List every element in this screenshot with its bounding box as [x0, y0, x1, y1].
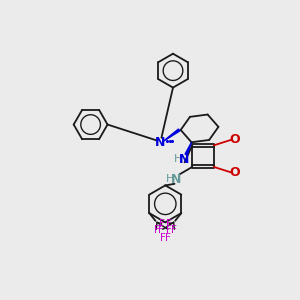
Text: F: F [154, 225, 160, 235]
Text: N: N [155, 136, 165, 149]
Text: N: N [178, 153, 189, 166]
Text: F: F [164, 233, 170, 243]
Text: F: F [160, 233, 166, 243]
Text: F: F [167, 225, 172, 235]
Text: N: N [171, 173, 181, 186]
Polygon shape [185, 142, 191, 155]
Text: F: F [158, 225, 164, 235]
Text: F: F [159, 219, 165, 229]
Text: F: F [166, 219, 172, 229]
Text: O: O [229, 166, 240, 179]
Text: O: O [229, 134, 240, 146]
Text: F: F [171, 225, 176, 235]
Text: H: H [166, 174, 174, 184]
Polygon shape [163, 129, 180, 142]
Text: H: H [173, 154, 182, 164]
